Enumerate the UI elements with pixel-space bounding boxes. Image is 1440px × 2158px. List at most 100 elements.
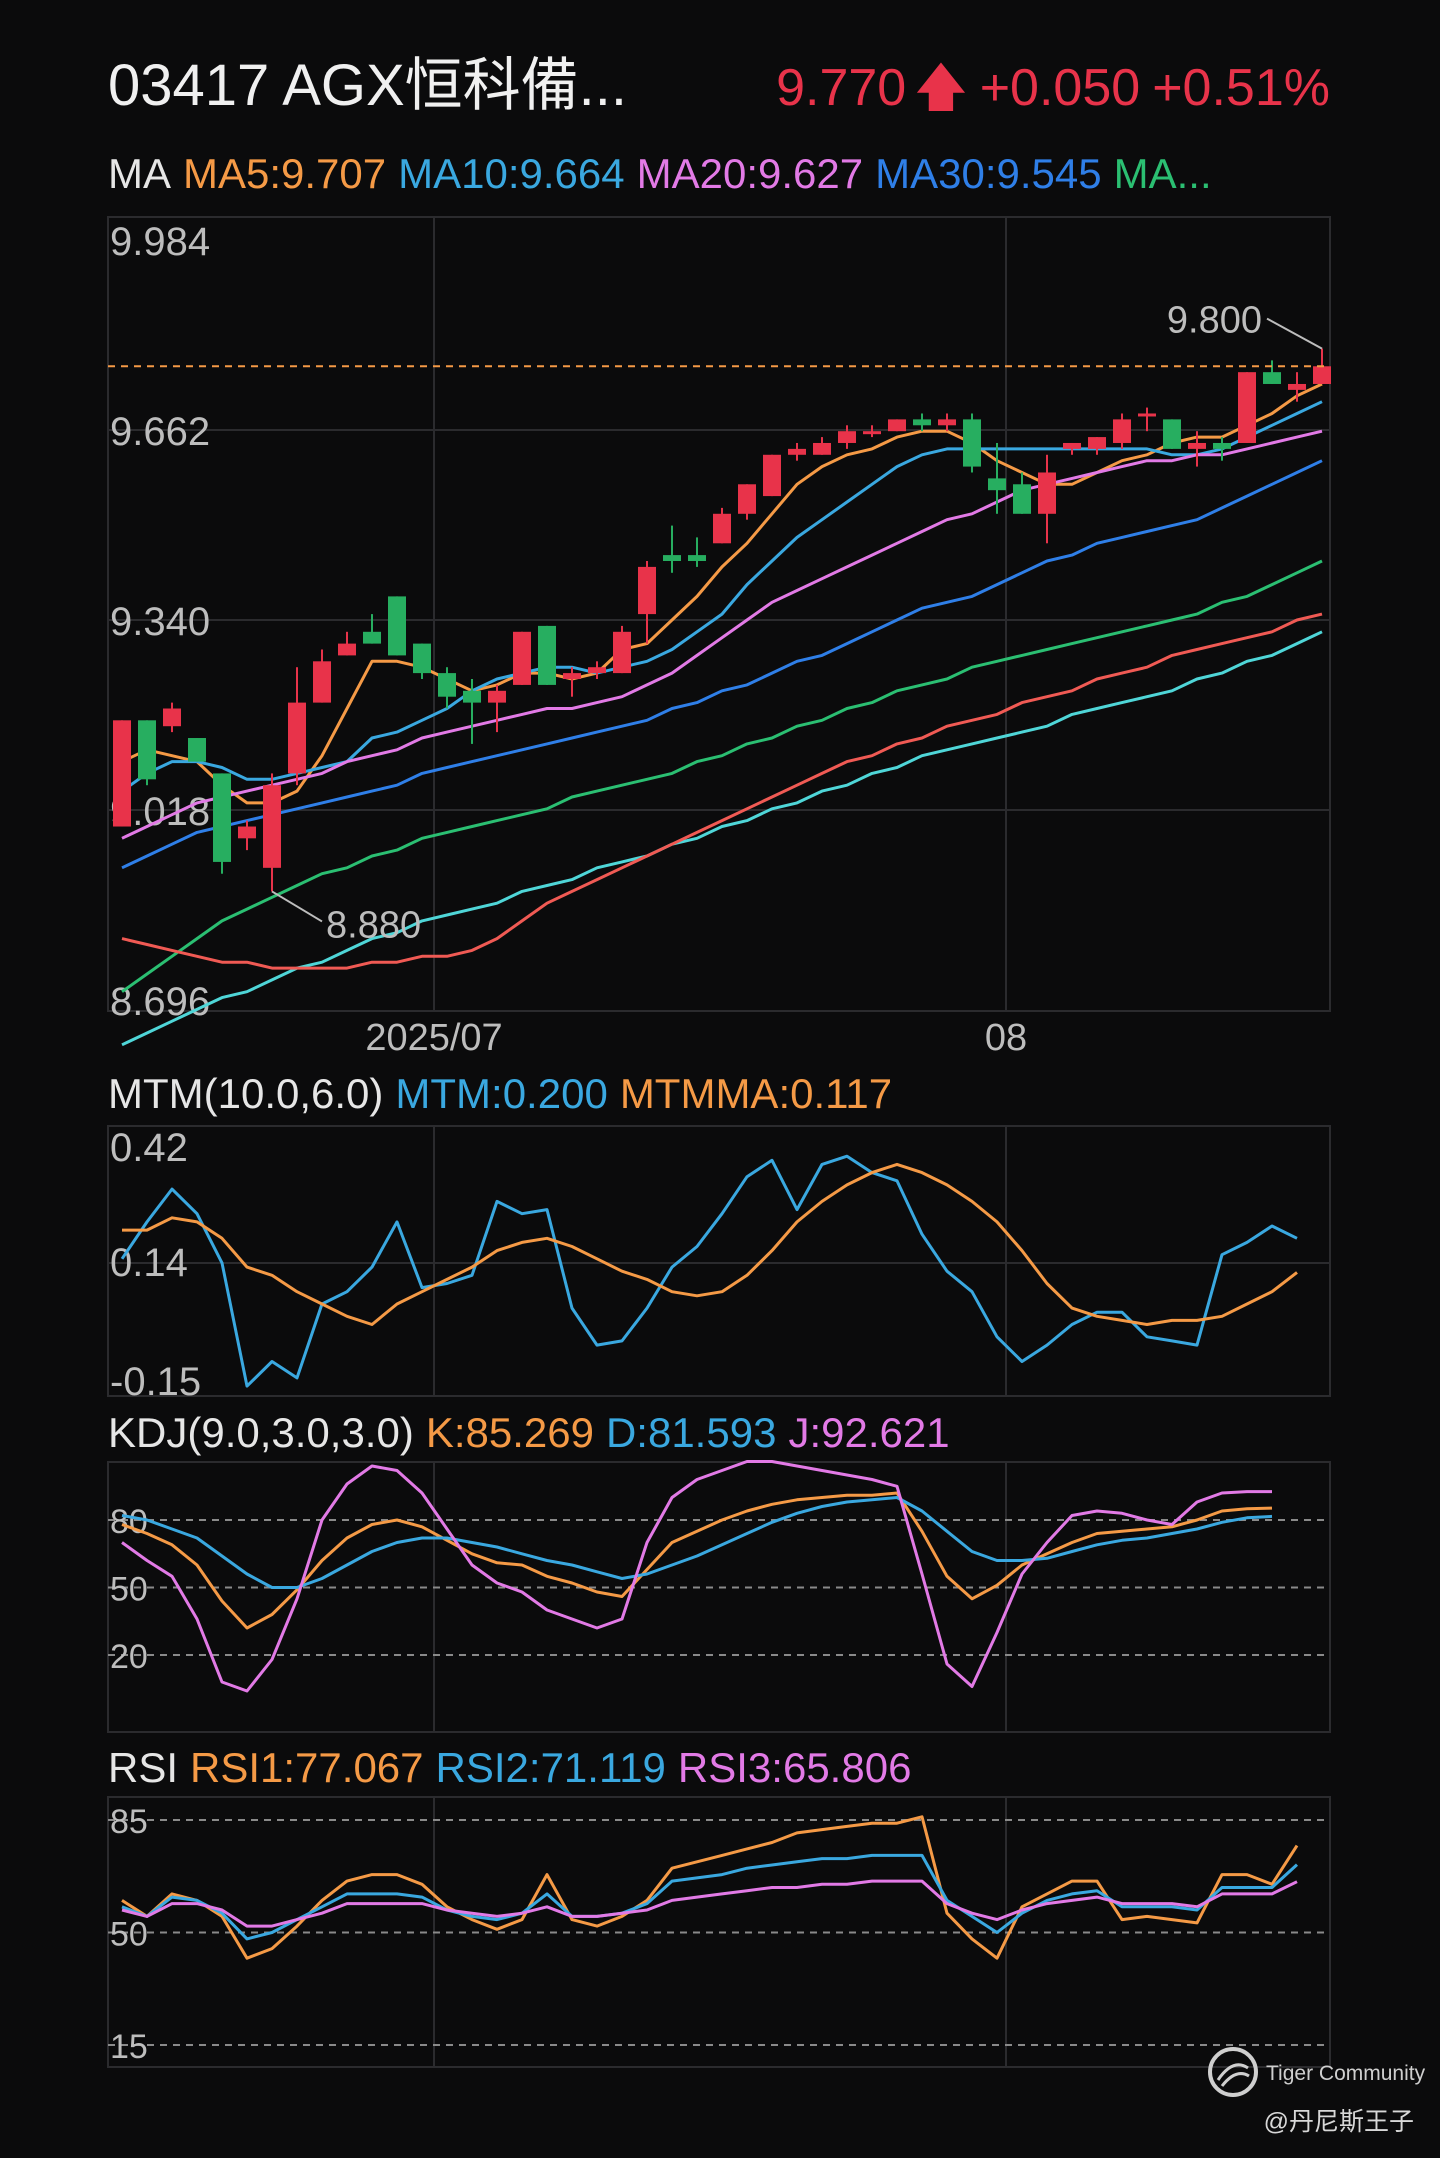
ma-line-ma5: [121, 382, 1323, 805]
candle-body: [613, 631, 631, 674]
rsi-panel-tick-label: 50: [110, 1916, 148, 1954]
rsi-panel-line-rsi2: [121, 1853, 1299, 1941]
candle[interactable]: [763, 454, 781, 497]
candle[interactable]: [788, 442, 806, 461]
candle[interactable]: [738, 484, 756, 520]
mtm-panel-line-mtmma: [122, 1162, 1298, 1326]
candle[interactable]: [913, 413, 931, 432]
candle[interactable]: [588, 661, 606, 680]
kdj-panel-tick-label: 80: [110, 1503, 148, 1541]
candle-body: [338, 643, 356, 656]
candle[interactable]: [338, 631, 356, 656]
tiger-logo-stripes: [1216, 2063, 1250, 2087]
candle[interactable]: [563, 667, 581, 697]
candle[interactable]: [288, 667, 306, 786]
candle-body: [288, 702, 306, 774]
last-price: 9.770: [776, 59, 906, 117]
candle[interactable]: [838, 425, 856, 449]
candle[interactable]: [1063, 442, 1081, 455]
candle-body: [913, 419, 931, 426]
candle[interactable]: [238, 820, 256, 851]
max-price-label: 9.800: [1167, 300, 1262, 342]
candle[interactable]: [938, 413, 956, 432]
candle-body: [413, 643, 431, 674]
candle[interactable]: [988, 442, 1006, 514]
ma-line-ma10: [121, 400, 1323, 793]
candle[interactable]: [1113, 413, 1131, 449]
candle[interactable]: [1213, 437, 1231, 461]
candle-body: [538, 625, 556, 685]
candle[interactable]: [1013, 472, 1031, 514]
candle[interactable]: [388, 596, 406, 656]
candle-body: [938, 419, 956, 426]
kdj-panel-tick-label: 20: [110, 1638, 148, 1676]
candle[interactable]: [1263, 360, 1281, 384]
price-block: 9.770 🡅 +0.050 +0.51%: [776, 59, 1330, 117]
candle[interactable]: [188, 738, 206, 762]
candle[interactable]: [413, 643, 431, 680]
rsi-panel-tick-label: 85: [110, 1803, 148, 1841]
candle[interactable]: [813, 437, 831, 455]
candle[interactable]: [1238, 372, 1256, 443]
candle[interactable]: [513, 631, 531, 685]
candle[interactable]: [1188, 431, 1206, 467]
ma-legend: MA MA5:9.707 MA10:9.664 MA20:9.627 MA30:9.54…: [108, 150, 1212, 197]
candle[interactable]: [313, 649, 331, 703]
candle[interactable]: [888, 419, 906, 432]
candle-body: [1013, 484, 1031, 514]
kdj-panel-frame: [107, 1461, 1331, 1733]
candle-body: [763, 454, 781, 497]
candle[interactable]: [363, 614, 381, 644]
ma-line-ma120: [121, 630, 1323, 1047]
candle[interactable]: [488, 684, 506, 733]
candle[interactable]: [213, 773, 231, 874]
candle-body: [1088, 437, 1106, 449]
candle-body: [1238, 372, 1256, 443]
candle[interactable]: [638, 560, 656, 644]
mtm-panel-tick-label: -0.15: [110, 1360, 201, 1404]
price-change-pct: +0.51%: [1152, 59, 1330, 117]
candle-body: [963, 419, 981, 467]
candle[interactable]: [1038, 454, 1056, 544]
candle[interactable]: [263, 773, 281, 892]
candle[interactable]: [538, 625, 556, 685]
candle-body: [813, 442, 831, 455]
candle-body: [1313, 366, 1331, 384]
price-panel-frame: [107, 216, 1331, 1012]
candle-body: [713, 513, 731, 544]
kdj-legend-item: KDJ(9.0,3.0,3.0): [108, 1409, 414, 1456]
candle[interactable]: [1163, 419, 1181, 449]
candle[interactable]: [663, 525, 681, 573]
candle[interactable]: [463, 679, 481, 744]
candle[interactable]: [613, 625, 631, 674]
candle[interactable]: [1138, 407, 1156, 432]
ma-line-ma30: [121, 459, 1323, 870]
candle[interactable]: [113, 720, 131, 827]
candle-body: [1263, 372, 1281, 384]
candle-body: [438, 673, 456, 697]
candle[interactable]: [863, 425, 881, 438]
candle[interactable]: [963, 413, 981, 473]
candle[interactable]: [138, 720, 156, 786]
price-change: +0.050: [980, 59, 1141, 117]
candle[interactable]: [688, 537, 706, 567]
candle-body: [788, 448, 806, 455]
candle[interactable]: [438, 667, 456, 709]
tiger-logo-icon: [1208, 2047, 1258, 2097]
rsi-legend-item: RSI2:71.119: [436, 1744, 666, 1791]
candle[interactable]: [163, 702, 181, 733]
candle[interactable]: [1288, 372, 1306, 402]
candle[interactable]: [713, 507, 731, 544]
candle[interactable]: [1088, 437, 1106, 455]
date-tick-label: 08: [985, 1017, 1027, 1059]
rsi-legend-item: RSI: [108, 1744, 178, 1791]
tiger-community-watermark: Tiger Community @丹尼斯王子: [1208, 2047, 1426, 2136]
rsi-panel-line-rsi1: [121, 1815, 1299, 1960]
candle-body: [388, 596, 406, 656]
price-tick-label: 9.662: [110, 410, 210, 454]
mtm-panel-tick-label: 0.14: [110, 1241, 188, 1285]
candle-body: [363, 631, 381, 644]
author-label: @丹尼斯王子: [1264, 2108, 1414, 2136]
rsi-legend-item: RSI1:77.067: [190, 1744, 424, 1791]
mtm-legend-item: MTM(10.0,6.0): [108, 1070, 383, 1117]
